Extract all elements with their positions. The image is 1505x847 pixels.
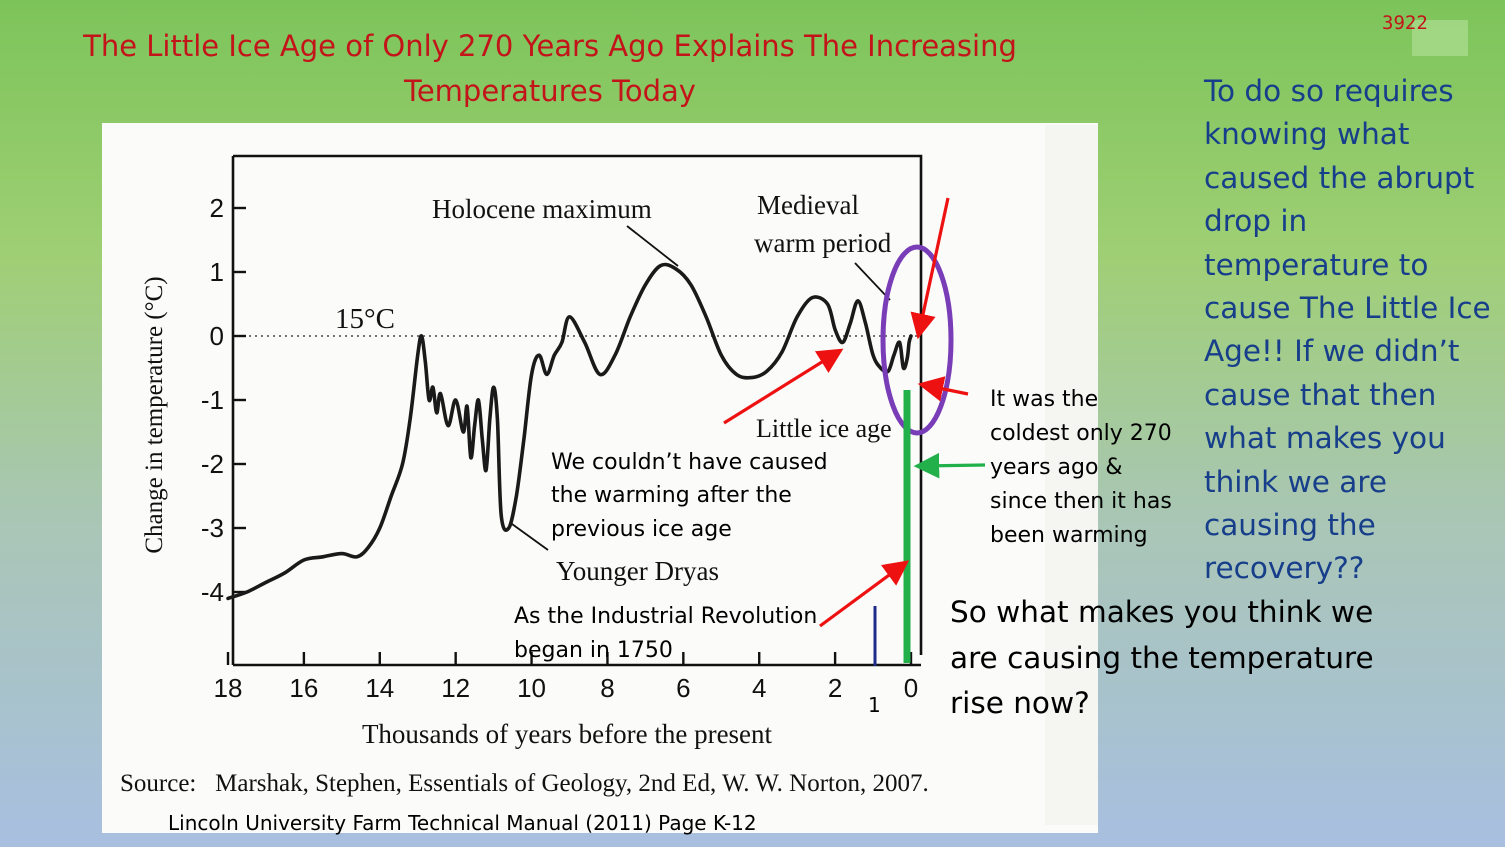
y-tick-label: 0 <box>210 321 224 351</box>
question-line: rise now? <box>950 686 1090 720</box>
title-line: The Little Ice Age of Only 270 Years Ago… <box>83 29 1017 63</box>
medieval-label-1: Medieval <box>757 190 859 220</box>
y-tick-label: -1 <box>201 385 224 415</box>
annotation-line: been warming <box>990 523 1148 548</box>
slide-title: The Little Ice Age of Only 270 Years Ago… <box>40 24 1060 114</box>
y-tick-label: -4 <box>201 577 224 607</box>
scan-bleed <box>1045 125 1098 825</box>
side-line: cause The Little Ice <box>1204 291 1491 326</box>
x-ticks: 18 16 14 12 10 8 6 4 2 0 <box>214 652 918 703</box>
title-line: Temperatures Today <box>404 74 696 108</box>
temperature-curve <box>226 262 913 601</box>
medieval-label-2: warm period <box>754 228 892 258</box>
arrow-to-little-ice-age <box>910 197 950 340</box>
question-line: So what makes you think we <box>950 595 1374 629</box>
y-tick-label: -3 <box>201 513 224 543</box>
annotation-line: the warming after the <box>551 483 792 508</box>
annotation-line: previous ice age <box>551 517 732 542</box>
red-arrows <box>723 197 969 628</box>
annotation-line: years ago & <box>990 455 1123 480</box>
annotation-line: since then it has <box>990 489 1172 514</box>
x-tick-label: 8 <box>600 673 614 703</box>
x-tick-label: 18 <box>214 673 243 703</box>
plot-frame <box>231 154 923 667</box>
side-line: what makes you <box>1204 421 1446 456</box>
green-arrow <box>913 452 986 479</box>
bottom-question: So what makes you think we are causing t… <box>950 590 1420 727</box>
annotation-coldest: It was the coldest only 270 years ago & … <box>990 387 1172 548</box>
annotation-line: As the Industrial Revolution <box>514 604 817 629</box>
y-tick-label: -2 <box>201 449 224 479</box>
y-ticks: 2 1 0 -1 -2 -3 -4 <box>201 193 246 607</box>
slide-number: 3922 <box>1382 12 1428 34</box>
arrow-to-industrial-start <box>819 560 910 628</box>
side-line: think we are <box>1204 464 1387 499</box>
label-pointers <box>511 225 891 551</box>
arrow-to-coldest-point <box>917 376 969 402</box>
little-ice-age-ellipse <box>880 244 954 436</box>
x-tick-label: 6 <box>676 673 690 703</box>
holocene-label: Holocene maximum <box>432 194 652 224</box>
annotation-line: coldest only 270 <box>990 421 1172 446</box>
annotation-line: began in 1750 <box>514 638 673 663</box>
side-line: drop in <box>1204 204 1308 239</box>
younger-dryas-label: Younger Dryas <box>556 556 719 586</box>
x-tick-label: 4 <box>752 673 766 703</box>
x-tick-label: 2 <box>828 673 842 703</box>
x-tick-label: 12 <box>441 673 470 703</box>
y-axis-title: Change in temperature (°C) <box>141 276 168 553</box>
side-line: Age!! If we didn’t <box>1204 334 1460 369</box>
source-line: Source: Marshak, Stephen, Essentials of … <box>120 770 929 797</box>
ref-line-label: 15°C <box>335 303 395 335</box>
side-line: knowing what <box>1204 117 1410 152</box>
x-axis-title: Thousands of years before the present <box>362 719 773 749</box>
side-question: To do so requires knowing what caused th… <box>1204 70 1499 591</box>
side-line: recovery?? <box>1204 551 1365 586</box>
credit-line: Lincoln University Farm Technical Manual… <box>168 811 757 835</box>
side-line: caused the abrupt <box>1204 160 1475 195</box>
x-tick-label: 14 <box>365 673 394 703</box>
annotation-line: It was the <box>990 387 1098 412</box>
arrow-to-post-glacial-warming <box>723 348 844 425</box>
side-line: temperature to <box>1204 247 1429 282</box>
marker-1-label: 1 <box>868 693 881 717</box>
x-tick-label: 10 <box>517 673 546 703</box>
side-line: To do so requires <box>1204 74 1454 108</box>
x-tick-label: 0 <box>904 673 918 703</box>
annotation-warming: We couldn’t have caused the warming afte… <box>551 450 828 542</box>
slide-number-box <box>1412 20 1468 56</box>
annotation-industrial: As the Industrial Revolution began in 17… <box>514 604 817 663</box>
y-tick-label: 1 <box>210 257 224 287</box>
y-tick-label: 2 <box>210 193 224 223</box>
annotation-line: We couldn’t have caused <box>551 450 828 475</box>
question-line: are causing the temperature <box>950 640 1374 675</box>
x-tick-label: 16 <box>289 673 318 703</box>
side-line: causing the <box>1204 508 1376 543</box>
little-ice-age-label: Little ice age <box>756 414 892 443</box>
side-line: cause that then <box>1204 377 1437 412</box>
